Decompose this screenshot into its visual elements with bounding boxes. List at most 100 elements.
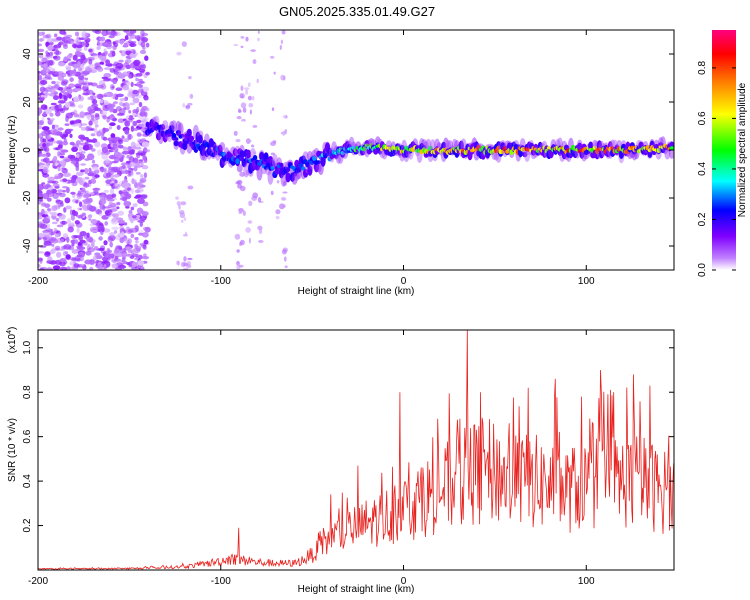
spectrogram-cell [128, 210, 133, 214]
spectrogram-cell [182, 267, 189, 270]
spectrogram-cell [57, 42, 62, 48]
spectrogram-cell [39, 223, 48, 229]
spectrogram-cell [89, 259, 95, 265]
spectrogram-cell [41, 208, 45, 215]
spectrogram-cell [76, 171, 84, 176]
spectrogram-cell [139, 215, 147, 221]
spectrogram-cell [44, 251, 51, 256]
spectrogram-cell [236, 260, 240, 266]
spectrogram-cell [108, 137, 114, 141]
spectrogram-cell [46, 139, 53, 142]
spectrogram-cell [135, 171, 141, 175]
spectrogram-cell [38, 264, 41, 268]
colorbar-tick-label: 0.4 [697, 162, 708, 176]
spectrogram-cell [145, 71, 150, 76]
colorbar-tick-label: 0.0 [697, 263, 708, 277]
spectrogram-cell [247, 220, 253, 224]
spectrogram-cell [99, 99, 104, 104]
spectrogram-cell [129, 42, 137, 47]
spectrogram-cell [93, 246, 99, 251]
spectrogram-cell [145, 42, 150, 48]
spectrogram-cell [71, 177, 76, 184]
spectrogram-cell [73, 63, 77, 70]
spectrogram-cell [104, 41, 113, 47]
spectrogram-cell [67, 154, 74, 159]
spectrogram-cell [59, 258, 67, 263]
spectrogram-cell [57, 189, 64, 193]
spectrogram-cell [101, 52, 106, 57]
spectrogram-cell [86, 153, 95, 161]
spectrogram-cell [116, 125, 121, 130]
spectrogram-cell [92, 30, 100, 33]
spectrogram-cell [45, 215, 50, 221]
spectrogram-cell [111, 263, 118, 269]
spectrogram-cell [60, 266, 68, 270]
spectrogram-cell [75, 44, 83, 49]
spectrogram-cell [124, 48, 133, 52]
spectrogram-cell [88, 105, 95, 110]
spectrogram-cell [38, 192, 44, 198]
spectrogram-cell [243, 164, 250, 178]
spectrogram-cell [103, 240, 108, 246]
spectrogram-cell [129, 115, 134, 118]
spectrogram-cell [55, 111, 61, 117]
spectrogram-cell [53, 140, 57, 144]
spectrogram-cell [51, 205, 58, 212]
spectrogram-cell [58, 213, 66, 220]
spectrogram-cell [78, 134, 86, 140]
spectrogram-cell [48, 119, 54, 123]
spectrogram-cell [43, 111, 47, 116]
spectrogram-cell [52, 129, 60, 136]
spectrogram-cell [89, 223, 95, 227]
spectrogram-cell [121, 182, 129, 189]
spectrogram-cell [82, 193, 91, 199]
spectrogram-cell [107, 204, 113, 209]
snr-y-multiplier-base: (x10 [7, 333, 18, 353]
spectrogram-cell [61, 167, 67, 171]
spectrogram-cell [185, 105, 190, 109]
spectrogram-cell [120, 39, 125, 44]
spectrogram-cell [142, 201, 149, 207]
spectrogram-cell [77, 104, 84, 109]
spectrogram-cell [669, 146, 674, 150]
spectrogram-cell [282, 204, 286, 208]
spectrogram-cell [245, 89, 249, 95]
spectrogram-cell [63, 96, 67, 101]
spectrogram-cell [78, 146, 83, 152]
spectrogram-cell [42, 237, 47, 240]
colorbar-tick-label: 0.8 [697, 61, 708, 75]
spectrogram-cell [129, 102, 135, 106]
spectrogram-cell [88, 120, 93, 126]
spectrogram-cell [71, 242, 75, 247]
spectrogram-cell [273, 71, 276, 75]
spectrogram-cell [50, 87, 56, 94]
spectrogram-cell [242, 107, 247, 113]
spectrogram-cell [236, 249, 240, 253]
spectrogram-cell [122, 170, 126, 174]
spectrogram-cell [115, 62, 124, 69]
spectrogram-cell [74, 256, 81, 262]
spectrogram-cell [128, 74, 132, 79]
spectrogram-cell [67, 58, 72, 62]
spectrogram-cell [81, 204, 87, 209]
spectrogram-cell [187, 102, 193, 106]
spectrogram-cell [77, 95, 85, 102]
spectrogram-cell [235, 139, 241, 143]
spectrogram-cell [240, 85, 244, 91]
spectrogram-cell [98, 236, 103, 241]
snr-x-label: Height of straight line (km) [298, 584, 415, 595]
spectrogram-cell [91, 148, 96, 152]
spectrogram-cell [81, 212, 87, 217]
spectrogram-cell [90, 229, 99, 233]
spectrogram-cell [55, 200, 64, 205]
spectrogram-cell [60, 238, 64, 243]
spectrogram-cell [238, 108, 241, 113]
spectrogram-cell [281, 249, 287, 255]
spectrogram-cell [124, 120, 131, 127]
spectrogram-cell [47, 117, 51, 121]
spectrogram-cell [76, 153, 80, 159]
spectrogram-cell [79, 207, 83, 211]
spectrogram-cell [126, 262, 130, 266]
spectrogram-cell [63, 32, 67, 36]
spectrogram-cell [181, 219, 184, 223]
